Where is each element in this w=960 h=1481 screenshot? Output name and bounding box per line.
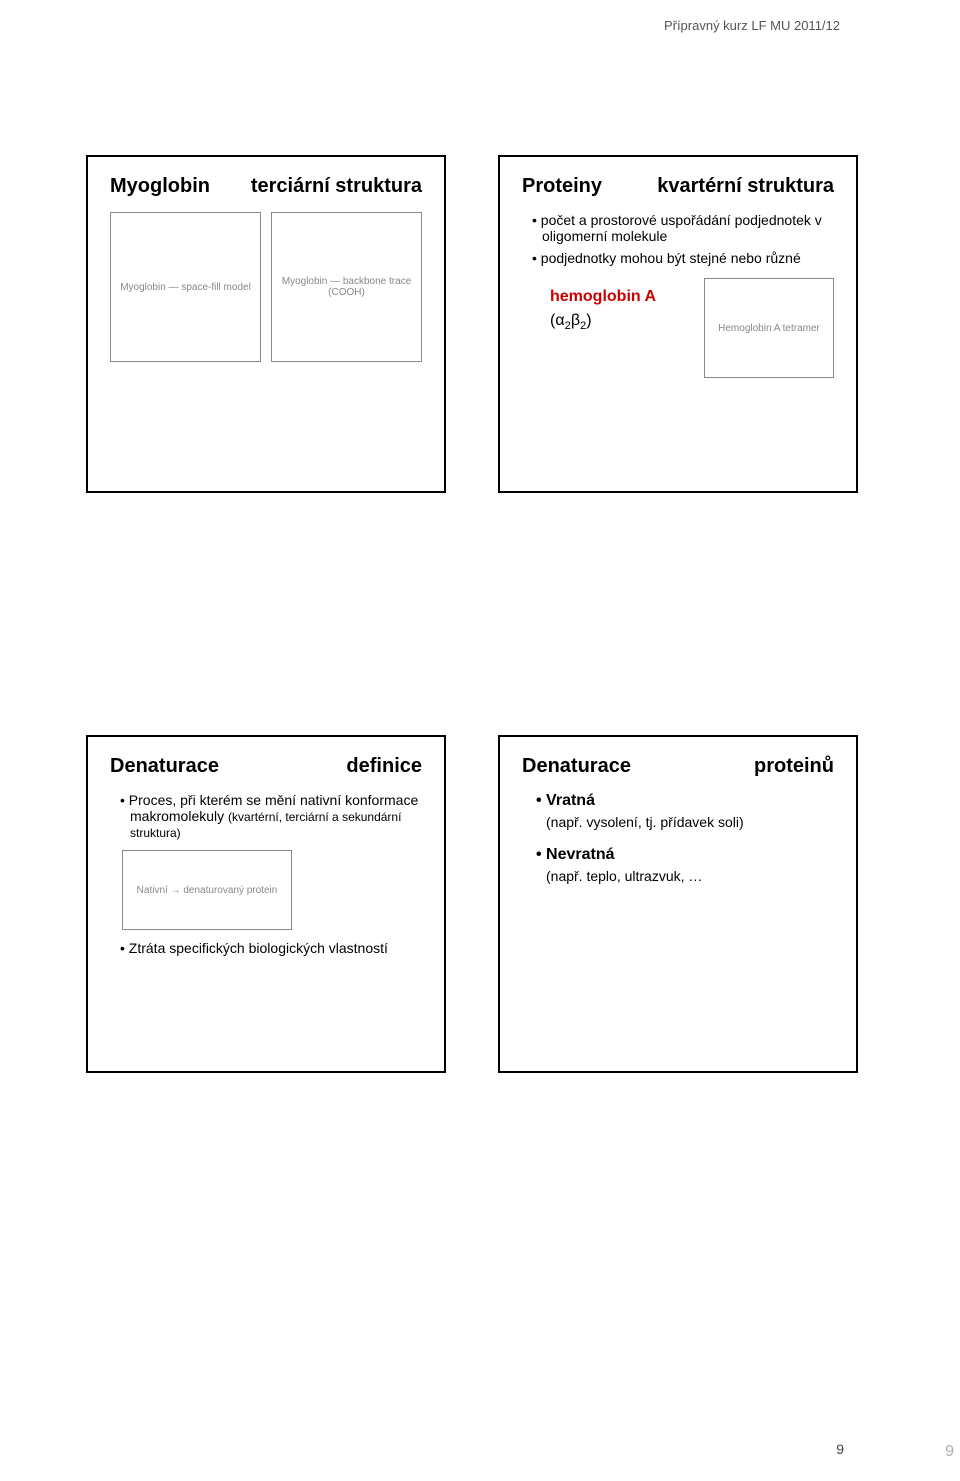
p1-title-right: terciární struktura (251, 175, 422, 198)
p3-title-left: Denaturace (110, 755, 219, 778)
p1-title-left: Myoglobin (110, 175, 210, 198)
p2-title-left: Proteiny (522, 175, 602, 198)
p2-formula-mid: β (571, 312, 580, 329)
p4-title-right: proteinů (754, 755, 834, 778)
p3-image-denaturation: Nativní → denaturovaný protein (122, 850, 292, 930)
p1-image-spacefill: Myoglobin — space-fill model (110, 212, 261, 362)
page-number-side: 9 (945, 1443, 954, 1461)
panel-proteiny-kvarterni: Proteiny kvartérní struktura počet a pro… (498, 155, 858, 493)
p2-formula: (α2β2) (550, 312, 656, 332)
p4-sub2-text: (např. teplo, ultrazvuk, … (546, 868, 834, 884)
p1-image2-alt: Myoglobin — backbone trace (COOH) (272, 276, 421, 298)
p3-title-right: definice (346, 755, 422, 778)
page-header: Přípravný kurz LF MU 2011/12 (664, 18, 840, 33)
p4-title-left: Denaturace (522, 755, 631, 778)
page-number: 9 (836, 1441, 844, 1457)
p4-sub1-title: Vratná (536, 792, 834, 810)
p3-bullet-1: Proces, při kterém se mění nativní konfo… (120, 792, 422, 840)
p1-image-backbone: Myoglobin — backbone trace (COOH) (271, 212, 422, 362)
p2-formula-close: ) (586, 312, 591, 329)
panel-denaturace-definice: Denaturace definice Proces, při kterém s… (86, 735, 446, 1073)
p2-bullet-1: počet a prostorové uspořádání podjednote… (532, 212, 834, 244)
p2-image-hemoglobin: Hemoglobin A tetramer (704, 278, 834, 378)
p2-red-label: hemoglobin A (550, 288, 656, 306)
p3-bullet-2: Ztráta specifických biologických vlastno… (120, 940, 422, 956)
panel-myoglobin: Myoglobin terciární struktura Myoglobin … (86, 155, 446, 493)
p2-formula-open: (α (550, 312, 565, 329)
p2-image-alt: Hemoglobin A tetramer (718, 323, 820, 334)
p4-sub1-text: (např. vysolení, tj. přídavek soli) (546, 814, 834, 830)
panel-denaturace-proteinu: Denaturace proteinů Vratná (např. vysole… (498, 735, 858, 1073)
p4-sub2: Nevratná (např. teplo, ultrazvuk, … (522, 846, 834, 884)
p4-sub1: Vratná (např. vysolení, tj. přídavek sol… (522, 792, 834, 830)
p3-image-alt: Nativní → denaturovaný protein (137, 885, 278, 896)
p2-title-right: kvartérní struktura (657, 175, 834, 198)
p2-bullet-2: podjednotky mohou být stejné nebo různé (532, 250, 834, 266)
p4-sub2-title: Nevratná (536, 846, 834, 864)
p1-image1-alt: Myoglobin — space-fill model (120, 282, 251, 293)
